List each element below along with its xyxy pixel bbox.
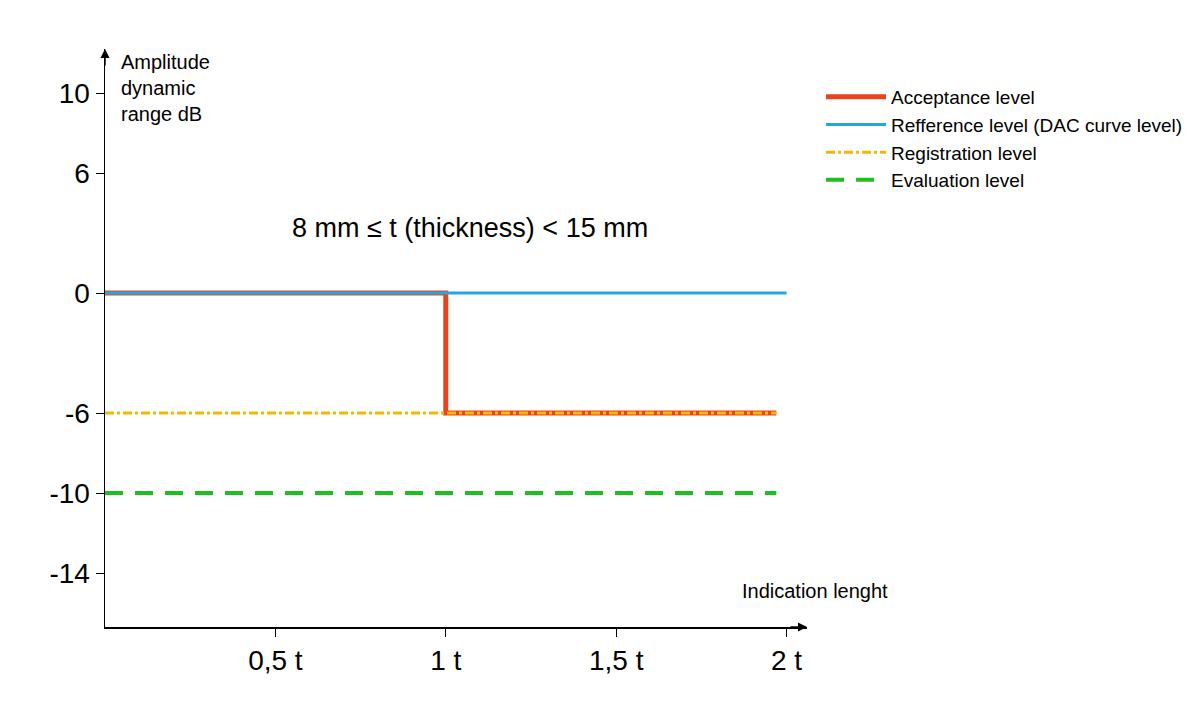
svg-text:6: 6 <box>74 158 90 189</box>
svg-text:-10: -10 <box>49 478 89 509</box>
svg-text:1,5 t: 1,5 t <box>589 645 644 676</box>
svg-text:-6: -6 <box>65 398 90 429</box>
svg-text:Registration level: Registration level <box>891 143 1037 164</box>
svg-text:Indication lenght: Indication lenght <box>742 580 888 602</box>
svg-text:Amplitudedynamicrange dB: Amplitudedynamicrange dB <box>121 51 210 125</box>
svg-text:Evaluation level: Evaluation level <box>891 170 1024 191</box>
svg-text:0: 0 <box>74 278 90 309</box>
svg-text:1 t: 1 t <box>430 645 461 676</box>
svg-text:0,5 t: 0,5 t <box>248 645 303 676</box>
svg-text:Acceptance level: Acceptance level <box>891 87 1035 108</box>
svg-text:Refference level (DAC curve le: Refference level (DAC curve level) <box>891 115 1182 136</box>
svg-text:10: 10 <box>59 78 90 109</box>
svg-text:8 mm ≤ t (thickness) < 15 mm: 8 mm ≤ t (thickness) < 15 mm <box>292 213 648 243</box>
svg-text:2 t: 2 t <box>771 645 802 676</box>
svg-text:-14: -14 <box>49 558 89 589</box>
